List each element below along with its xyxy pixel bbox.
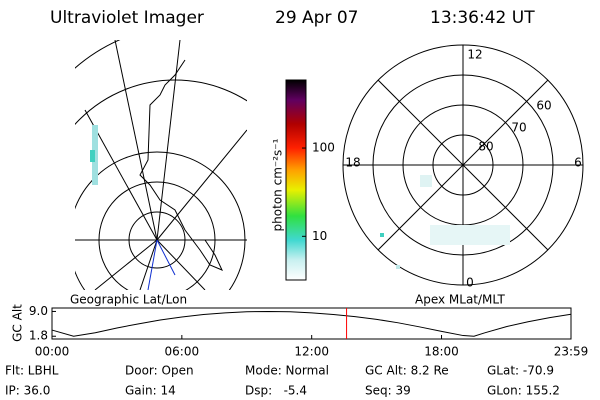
mlt-label: 0 [466,276,474,290]
geographic-map [75,40,247,290]
x-tick-label: 12:00 [294,345,329,359]
mlt-label: 12 [467,48,482,62]
status-field: GLat: -70.9 [487,364,554,378]
status-field: Dsp: -5.4 [245,384,307,398]
polar-grid [342,44,584,286]
polar-label: Apex MLat/MLT [415,293,505,307]
status-field: GLon: 155.2 [487,384,560,398]
mlt-label: 6 [574,156,582,170]
x-tick-label: 18:00 [424,345,459,359]
status-field: IP: 36.0 [5,384,50,398]
mlat-label: 60 [536,99,551,113]
mlat-label: 80 [478,140,493,154]
time: 13:36:42 UT [430,8,535,28]
mlt-label: 18 [345,156,360,170]
colorbar-tick-label: 100 [312,141,335,155]
status-field: Flt: LBHL [5,364,59,378]
instrument: Ultraviolet Imager [50,8,204,28]
date: 29 Apr 07 [275,8,358,28]
colorbar-label: photon cm⁻²s⁻¹ [271,138,285,231]
mlat-label: 70 [511,121,526,135]
map-label: Geographic Lat/Lon [70,293,187,307]
status-field: Seq: 39 [365,384,411,398]
status-field: Door: Open [125,364,194,378]
status-field: GC Alt: 8.2 Re [365,364,449,378]
y-axis-label: GC Alt [11,304,25,342]
altitude-line [51,310,572,337]
x-tick-label: 06:00 [165,345,200,359]
colorbar-tick-label: 10 [312,229,327,243]
y-tick-label: 1.8 [29,329,48,343]
y-tick-label: 9.0 [29,304,48,318]
x-tick-label: 00:00 [35,345,70,359]
colorbar [285,79,307,281]
status-field: Mode: Normal [245,364,329,378]
status-field: Gain: 14 [125,384,176,398]
x-tick-label: 23:59 [554,345,589,359]
